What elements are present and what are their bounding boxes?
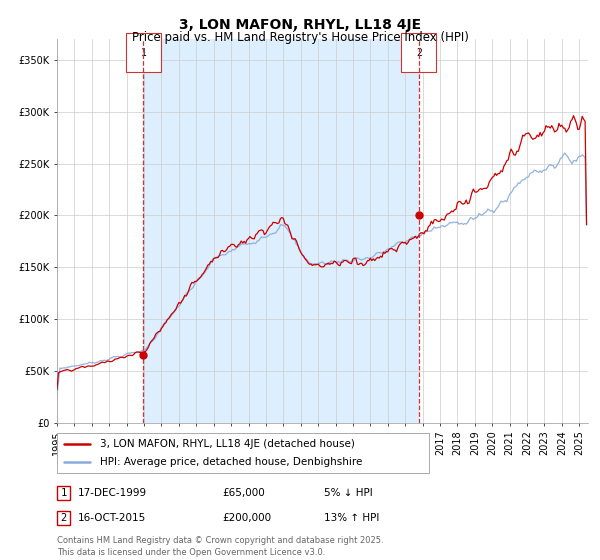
Text: HPI: Average price, detached house, Denbighshire: HPI: Average price, detached house, Denb… [100, 457, 362, 467]
Text: £65,000: £65,000 [222, 488, 265, 498]
Text: Contains HM Land Registry data © Crown copyright and database right 2025.
This d: Contains HM Land Registry data © Crown c… [57, 536, 383, 557]
Text: Price paid vs. HM Land Registry's House Price Index (HPI): Price paid vs. HM Land Registry's House … [131, 31, 469, 44]
Text: 16-OCT-2015: 16-OCT-2015 [78, 513, 146, 523]
Text: 1: 1 [61, 488, 67, 498]
Text: 3, LON MAFON, RHYL, LL18 4JE (detached house): 3, LON MAFON, RHYL, LL18 4JE (detached h… [100, 439, 355, 449]
Text: 17-DEC-1999: 17-DEC-1999 [78, 488, 147, 498]
Bar [143, 39, 419, 423]
Text: 1: 1 [140, 48, 146, 58]
Text: 2: 2 [61, 513, 67, 523]
Text: 13% ↑ HPI: 13% ↑ HPI [324, 513, 379, 523]
Text: 5% ↓ HPI: 5% ↓ HPI [324, 488, 373, 498]
Text: 2: 2 [416, 48, 422, 58]
Text: £200,000: £200,000 [222, 513, 271, 523]
Text: 3, LON MAFON, RHYL, LL18 4JE: 3, LON MAFON, RHYL, LL18 4JE [179, 18, 421, 32]
